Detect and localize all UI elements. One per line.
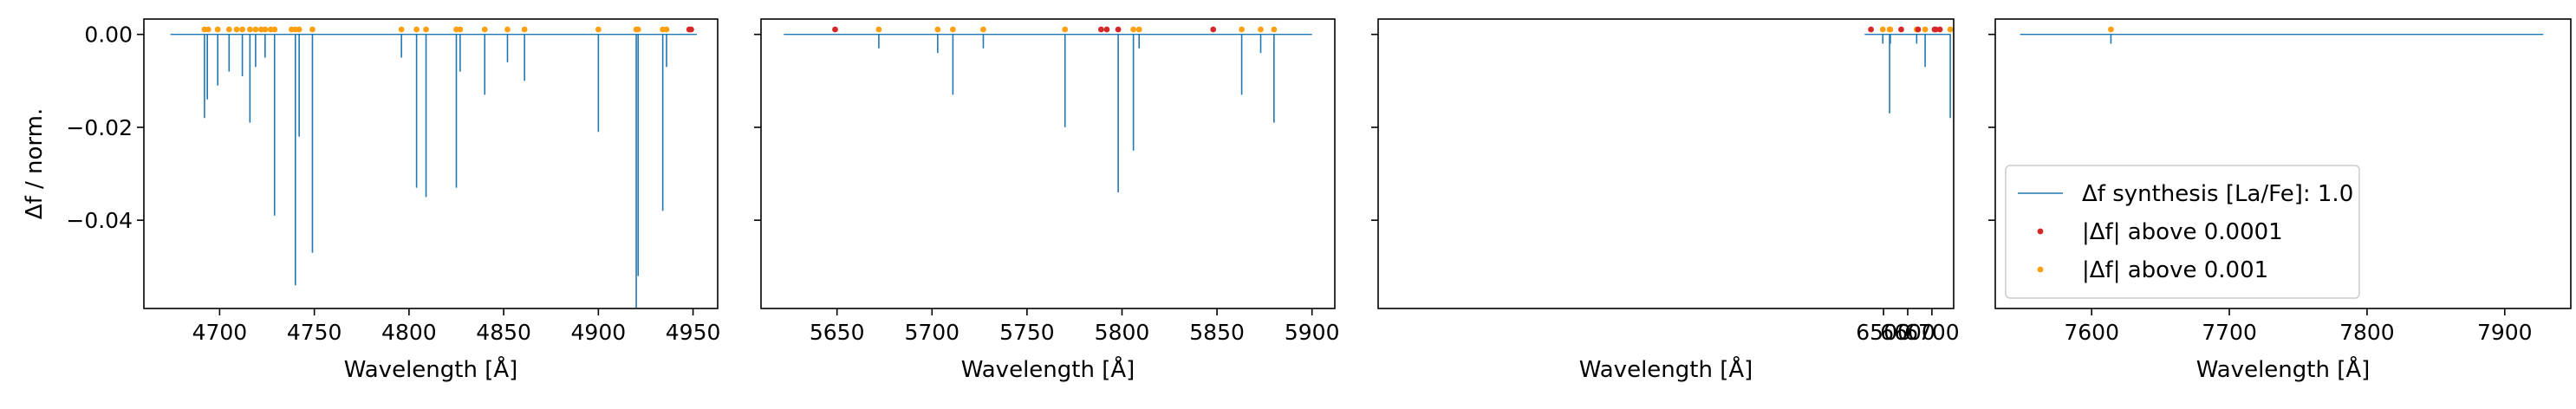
- x-tick-label: 4900: [571, 320, 627, 345]
- marker-orange: [271, 26, 278, 33]
- x-tick-label: 4750: [287, 320, 342, 345]
- marker-orange: [246, 26, 253, 33]
- marker-orange: [1947, 26, 1954, 33]
- marker-red: [1898, 26, 1904, 33]
- marker-orange: [398, 26, 405, 33]
- marker-orange: [934, 26, 941, 33]
- x-tick-label: 7800: [2339, 320, 2395, 345]
- marker-red: [1932, 26, 1939, 33]
- marker-red: [1868, 26, 1874, 33]
- marker-orange: [595, 26, 602, 33]
- x-tick-label: 5650: [810, 320, 865, 345]
- marker-orange: [239, 26, 246, 33]
- legend-dot-swatch: [2037, 228, 2044, 235]
- subplot-2: 5650 5700 5750 5800 5850 5900 Wavelength [Å]: [754, 18, 1340, 383]
- x-axis-label: Wavelength [Å]: [2196, 355, 2371, 383]
- x-axis-label: Wavelength [Å]: [1579, 355, 1753, 383]
- marker-red: [1936, 26, 1943, 33]
- x-tick-label: 5800: [1095, 320, 1150, 345]
- x-axis-label: Wavelength [Å]: [344, 355, 518, 383]
- x-tick-label: 6500: [1856, 320, 1911, 345]
- subplot-4: 7600 7700 7800 7900 Wavelength [Å] Δf synthes…: [1988, 18, 2572, 383]
- marker-orange: [504, 26, 511, 33]
- marker-orange: [205, 26, 211, 33]
- marker-orange: [252, 26, 259, 33]
- marker-orange: [980, 26, 986, 33]
- x-tick-label: 4850: [476, 320, 531, 345]
- x-tick-label: 5750: [999, 320, 1055, 345]
- marker-orange: [1062, 26, 1069, 33]
- marker-orange: [1130, 26, 1137, 33]
- marker-orange: [1922, 26, 1929, 33]
- x-tick-label: 7600: [2064, 320, 2119, 345]
- marker-orange: [262, 26, 269, 33]
- marker-orange: [521, 26, 528, 33]
- plot-frame: [1377, 18, 1955, 309]
- marker-orange: [949, 26, 956, 33]
- x-tick-label: 6600: [1880, 320, 1935, 345]
- x-tick-label: 7700: [2202, 320, 2257, 345]
- legend-dot-swatch: [2037, 266, 2044, 273]
- x-tick-label: 4700: [192, 320, 248, 345]
- y-tick-label: 0.00: [84, 23, 133, 48]
- marker-orange: [481, 26, 488, 33]
- y-axis-label: Δf / norm.: [22, 108, 48, 219]
- marker-orange: [2108, 26, 2114, 33]
- marker-red: [832, 26, 838, 33]
- x-tick-label: 6700: [1904, 320, 1960, 345]
- marker-orange: [296, 26, 302, 33]
- marker-orange: [634, 26, 641, 33]
- legend-label: Δf synthesis [La/Fe]: 1.0: [2082, 181, 2353, 207]
- y-tick-label: −0.02: [66, 115, 133, 140]
- y-tick-label: −0.04: [66, 208, 133, 233]
- marker-red: [1097, 26, 1104, 33]
- x-tick-label: 7900: [2477, 320, 2533, 345]
- marker-orange: [1879, 26, 1886, 33]
- subplot-1: 4700 4750 4800 4850 4900 4950 0.00 −0.02 −0.04 Wa…: [22, 18, 721, 383]
- marker-orange: [225, 26, 232, 33]
- plot-frame: [1994, 18, 2572, 309]
- plot-frame: [760, 18, 1336, 309]
- marker-orange: [214, 26, 221, 33]
- marker-orange: [1239, 26, 1245, 33]
- marker-orange: [875, 26, 882, 33]
- marker-orange: [1271, 26, 1278, 33]
- marker-orange: [457, 26, 464, 33]
- x-tick-label: 4950: [666, 320, 721, 345]
- x-tick-label: 5850: [1189, 320, 1245, 345]
- marker-red: [1115, 26, 1122, 33]
- marker-orange: [663, 26, 670, 33]
- marker-orange: [1135, 26, 1142, 33]
- marker-orange: [309, 26, 315, 33]
- marker-orange: [233, 26, 240, 33]
- legend-label: |Δf| above 0.001: [2082, 257, 2268, 283]
- x-axis-label: Wavelength [Å]: [961, 355, 1135, 383]
- plot-frame: [143, 18, 719, 309]
- marker-orange: [413, 26, 420, 33]
- marker-red: [1915, 26, 1922, 33]
- marker-orange: [423, 26, 429, 33]
- legend: Δf synthesis [La/Fe]: 1.0 |Δf| above 0.00…: [2005, 165, 2360, 299]
- marker-red: [688, 26, 694, 33]
- x-tick-label: 5900: [1285, 320, 1340, 345]
- marker-orange: [1258, 26, 1264, 33]
- legend-box: [2005, 165, 2360, 299]
- marker-orange: [1887, 26, 1894, 33]
- x-tick-label: 5700: [904, 320, 959, 345]
- x-tick-label: 4800: [381, 320, 437, 345]
- marker-red: [1210, 26, 1217, 33]
- marker-red: [1103, 26, 1110, 33]
- legend-label: |Δf| above 0.0001: [2082, 219, 2283, 245]
